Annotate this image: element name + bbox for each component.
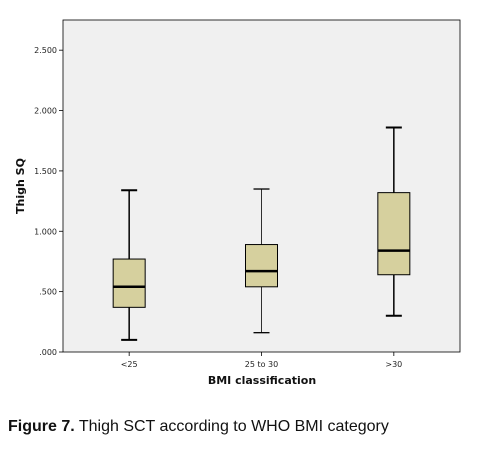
x-axis-ticks: <25 25 to 30 >30 — [121, 352, 402, 369]
y-tick-label: 1.500 — [34, 167, 57, 176]
x-tick-label: >30 — [385, 360, 402, 369]
iqr-box — [245, 244, 278, 288]
figure-caption-label: Figure 7. — [8, 418, 75, 435]
y-tick-label: .000 — [39, 348, 57, 357]
y-tick-label: 1.000 — [34, 227, 57, 236]
box-group — [112, 189, 146, 341]
iqr-box — [112, 258, 146, 308]
figure-caption-text: Thigh SCT according to WHO BMI category — [74, 418, 389, 435]
y-tick-label: .500 — [39, 288, 57, 297]
x-tick-label: <25 — [121, 360, 138, 369]
boxes — [112, 126, 411, 341]
box-group — [245, 188, 278, 334]
x-tick-label: 25 to 30 — [245, 360, 278, 369]
y-tick-label: 2.500 — [34, 46, 57, 55]
iqr-box — [377, 192, 411, 276]
box-group — [377, 126, 411, 317]
y-axis-title: Thigh SQ — [14, 158, 27, 214]
figure-caption: Figure 7. Thigh SCT according to WHO BMI… — [8, 418, 389, 436]
x-axis-title: BMI classification — [208, 374, 316, 387]
y-axis-ticks: .000 .500 1.000 1.500 2.000 2.500 — [34, 46, 63, 357]
y-tick-label: 2.000 — [34, 107, 57, 116]
